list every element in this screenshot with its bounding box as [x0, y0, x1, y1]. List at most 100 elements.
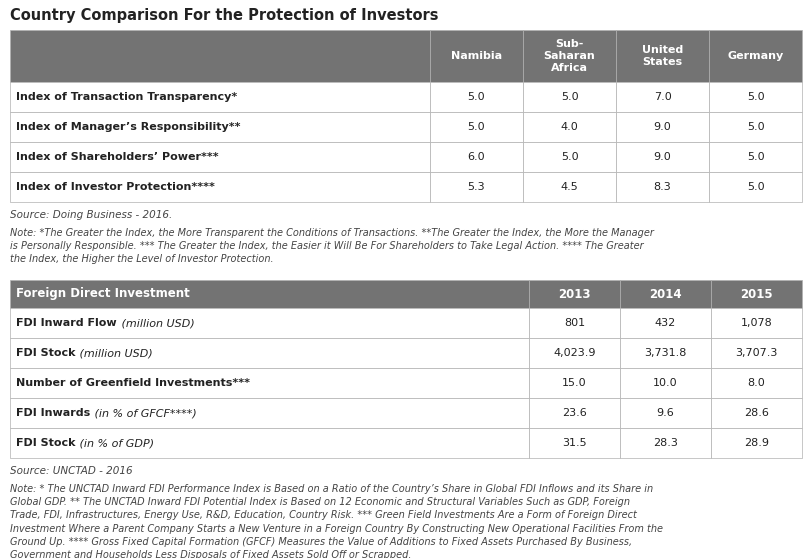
- Bar: [710, 428, 801, 458]
- Bar: [710, 368, 801, 398]
- Bar: [10, 338, 528, 368]
- Bar: [708, 142, 801, 172]
- Text: Source: UNCTAD - 2016: Source: UNCTAD - 2016: [10, 466, 132, 476]
- Text: 8.0: 8.0: [747, 378, 765, 388]
- Text: 432: 432: [654, 318, 676, 328]
- Bar: [430, 142, 522, 172]
- Text: 5.0: 5.0: [746, 182, 763, 192]
- Text: 31.5: 31.5: [561, 438, 586, 448]
- Bar: [616, 172, 708, 202]
- Text: 2013: 2013: [558, 287, 590, 301]
- Bar: [620, 428, 710, 458]
- Text: 2015: 2015: [740, 287, 772, 301]
- Bar: [528, 280, 620, 308]
- Text: 5.0: 5.0: [467, 122, 485, 132]
- Text: 2014: 2014: [648, 287, 681, 301]
- Bar: [616, 142, 708, 172]
- Text: (in % of GDP): (in % of GDP): [76, 438, 154, 448]
- Bar: [430, 112, 522, 142]
- Text: 6.0: 6.0: [467, 152, 485, 162]
- Text: 5.3: 5.3: [467, 182, 485, 192]
- Text: Number of Greenfield Investments***: Number of Greenfield Investments***: [16, 378, 250, 388]
- Bar: [620, 338, 710, 368]
- Text: Sub-
Saharan
Africa: Sub- Saharan Africa: [543, 40, 594, 73]
- Bar: [528, 308, 620, 338]
- Bar: [430, 82, 522, 112]
- Bar: [522, 82, 616, 112]
- Text: 1,078: 1,078: [740, 318, 771, 328]
- Text: (million USD): (million USD): [76, 348, 153, 358]
- Text: 5.0: 5.0: [746, 92, 763, 102]
- Text: Index of Investor Protection****: Index of Investor Protection****: [16, 182, 215, 192]
- Text: 9.0: 9.0: [653, 122, 671, 132]
- Bar: [620, 280, 710, 308]
- Text: 7.0: 7.0: [653, 92, 671, 102]
- Text: FDI Inwards: FDI Inwards: [16, 408, 90, 418]
- Text: FDI Stock: FDI Stock: [16, 438, 75, 448]
- Text: Note: *The Greater the Index, the More Transparent the Conditions of Transaction: Note: *The Greater the Index, the More T…: [10, 228, 653, 264]
- Text: 10.0: 10.0: [652, 378, 677, 388]
- Text: United
States: United States: [641, 45, 682, 67]
- Text: 4.5: 4.5: [560, 182, 577, 192]
- Bar: [708, 172, 801, 202]
- Bar: [708, 30, 801, 82]
- Bar: [710, 398, 801, 428]
- Bar: [708, 112, 801, 142]
- Text: Germany: Germany: [727, 51, 783, 61]
- Text: Foreign Direct Investment: Foreign Direct Investment: [16, 287, 190, 301]
- Bar: [616, 82, 708, 112]
- Bar: [710, 308, 801, 338]
- Text: 5.0: 5.0: [746, 122, 763, 132]
- Text: 3,731.8: 3,731.8: [643, 348, 686, 358]
- Bar: [528, 398, 620, 428]
- Bar: [616, 112, 708, 142]
- Bar: [10, 112, 430, 142]
- Bar: [528, 338, 620, 368]
- Bar: [10, 398, 528, 428]
- Text: 9.6: 9.6: [656, 408, 674, 418]
- Bar: [708, 82, 801, 112]
- Bar: [616, 30, 708, 82]
- Text: 5.0: 5.0: [560, 152, 577, 162]
- Text: 28.9: 28.9: [743, 438, 768, 448]
- Text: 23.6: 23.6: [561, 408, 586, 418]
- Bar: [620, 368, 710, 398]
- Bar: [528, 368, 620, 398]
- Text: Note: * The UNCTAD Inward FDI Performance Index is Based on a Ratio of the Count: Note: * The UNCTAD Inward FDI Performanc…: [10, 484, 663, 558]
- Text: Country Comparison For the Protection of Investors: Country Comparison For the Protection of…: [10, 8, 438, 23]
- Bar: [710, 338, 801, 368]
- Text: 15.0: 15.0: [561, 378, 586, 388]
- Bar: [522, 142, 616, 172]
- Bar: [10, 30, 430, 82]
- Text: FDI Stock: FDI Stock: [16, 348, 75, 358]
- Text: (million USD): (million USD): [118, 318, 194, 328]
- Bar: [522, 112, 616, 142]
- Bar: [10, 280, 528, 308]
- Text: 5.0: 5.0: [560, 92, 577, 102]
- Text: FDI Inward Flow: FDI Inward Flow: [16, 318, 117, 328]
- Bar: [430, 30, 522, 82]
- Bar: [10, 82, 430, 112]
- Text: 5.0: 5.0: [746, 152, 763, 162]
- Bar: [522, 172, 616, 202]
- Bar: [10, 308, 528, 338]
- Bar: [10, 172, 430, 202]
- Text: 5.0: 5.0: [467, 92, 485, 102]
- Text: 8.3: 8.3: [653, 182, 671, 192]
- Text: Source: Doing Business - 2016.: Source: Doing Business - 2016.: [10, 210, 172, 220]
- Text: 801: 801: [564, 318, 585, 328]
- Bar: [10, 428, 528, 458]
- Text: 3,707.3: 3,707.3: [735, 348, 777, 358]
- Text: 28.6: 28.6: [743, 408, 768, 418]
- Bar: [10, 368, 528, 398]
- Bar: [528, 428, 620, 458]
- Text: Index of Shareholders’ Power***: Index of Shareholders’ Power***: [16, 152, 218, 162]
- Text: 4,023.9: 4,023.9: [552, 348, 595, 358]
- Bar: [620, 398, 710, 428]
- Text: 9.0: 9.0: [653, 152, 671, 162]
- Bar: [710, 280, 801, 308]
- Bar: [10, 142, 430, 172]
- Text: 28.3: 28.3: [652, 438, 677, 448]
- Text: Index of Transaction Transparency*: Index of Transaction Transparency*: [16, 92, 237, 102]
- Bar: [620, 308, 710, 338]
